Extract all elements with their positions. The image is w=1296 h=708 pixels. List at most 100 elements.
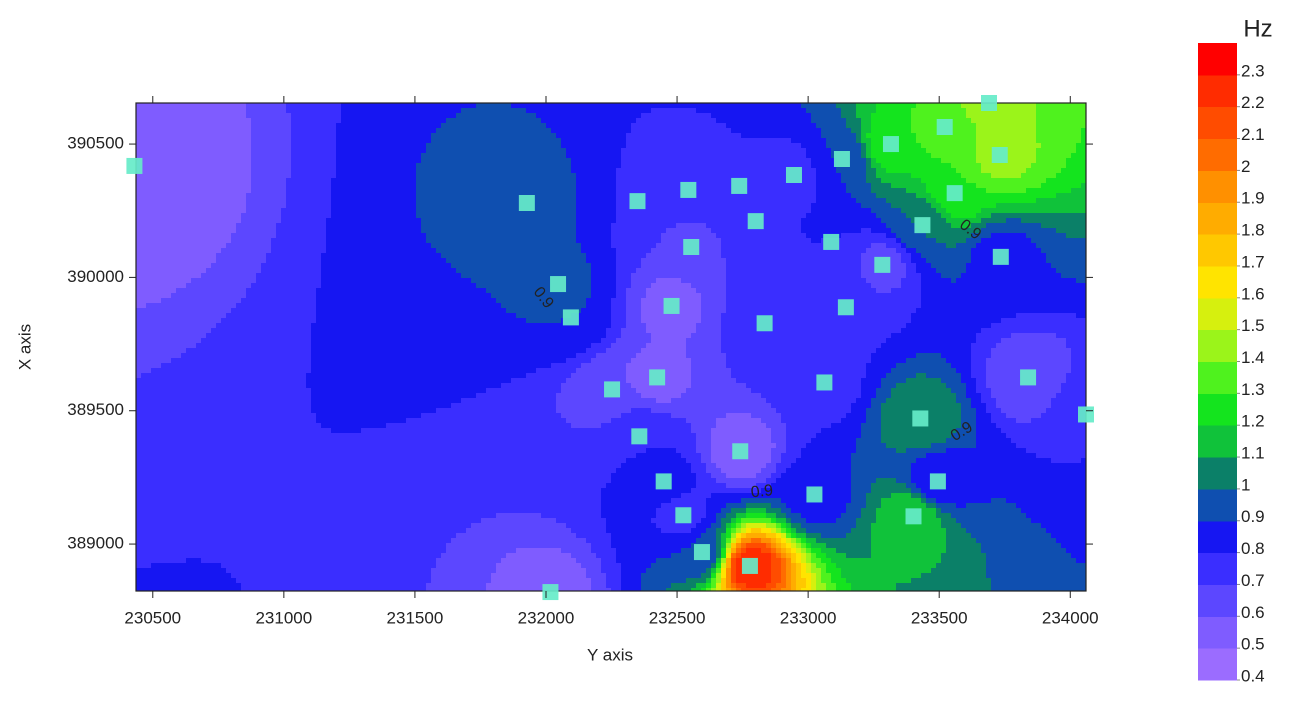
field-cell bbox=[536, 153, 542, 159]
field-cell bbox=[261, 163, 267, 169]
field-cell bbox=[601, 148, 607, 154]
field-cell bbox=[1046, 133, 1052, 139]
field-cell bbox=[146, 213, 152, 219]
field-cell bbox=[866, 133, 872, 139]
field-cell bbox=[1036, 138, 1042, 144]
field-cell bbox=[316, 103, 322, 109]
field-cell bbox=[336, 188, 342, 194]
field-cell bbox=[876, 138, 882, 144]
field-cell bbox=[816, 103, 822, 109]
field-cell bbox=[251, 113, 257, 119]
field-cell bbox=[171, 213, 177, 219]
field-cell bbox=[271, 133, 277, 139]
field-cell bbox=[816, 123, 822, 129]
field-cell bbox=[211, 143, 217, 149]
field-cell bbox=[616, 163, 622, 169]
field-cell bbox=[391, 133, 397, 139]
field-cell bbox=[976, 123, 982, 129]
field-cell bbox=[226, 223, 232, 229]
field-cell bbox=[381, 223, 387, 229]
field-cell bbox=[631, 188, 637, 194]
field-cell bbox=[1016, 168, 1022, 174]
field-cell bbox=[866, 153, 872, 159]
field-cell bbox=[401, 153, 407, 159]
field-cell bbox=[296, 148, 302, 154]
field-cell bbox=[776, 188, 782, 194]
field-cell bbox=[141, 148, 147, 154]
field-cell bbox=[196, 163, 202, 169]
field-cell bbox=[516, 123, 522, 129]
field-cell bbox=[986, 218, 992, 224]
field-cell bbox=[916, 193, 922, 199]
field-cell bbox=[221, 143, 227, 149]
field-cell bbox=[1076, 223, 1082, 229]
field-cell bbox=[736, 218, 742, 224]
field-cell bbox=[1041, 128, 1047, 134]
field-cell bbox=[241, 228, 247, 234]
field-cell bbox=[656, 123, 662, 129]
field-cell bbox=[281, 158, 287, 164]
field-cell bbox=[631, 128, 637, 134]
field-cell bbox=[336, 143, 342, 149]
field-cell bbox=[176, 118, 182, 124]
field-cell bbox=[611, 193, 617, 199]
field-cell bbox=[976, 118, 982, 124]
field-cell bbox=[876, 198, 882, 204]
field-cell bbox=[311, 113, 317, 119]
field-cell bbox=[571, 138, 577, 144]
field-cell bbox=[326, 218, 332, 224]
field-cell bbox=[391, 173, 397, 179]
field-cell bbox=[351, 153, 357, 159]
field-cell bbox=[321, 123, 327, 129]
field-cell bbox=[676, 203, 682, 209]
field-cell bbox=[976, 228, 982, 234]
field-cell bbox=[231, 188, 237, 194]
field-cell bbox=[971, 148, 977, 154]
field-cell bbox=[1066, 138, 1072, 144]
field-cell bbox=[1066, 113, 1072, 119]
field-cell bbox=[796, 108, 802, 114]
field-cell bbox=[961, 223, 967, 229]
field-cell bbox=[256, 128, 262, 134]
field-cell bbox=[821, 178, 827, 184]
field-cell bbox=[326, 183, 332, 189]
field-cell bbox=[716, 108, 722, 114]
field-cell bbox=[371, 148, 377, 154]
field-cell bbox=[406, 138, 412, 144]
field-cell bbox=[246, 123, 252, 129]
field-cell bbox=[701, 188, 707, 194]
field-cell bbox=[176, 223, 182, 229]
field-cell bbox=[766, 223, 772, 229]
field-cell bbox=[1071, 103, 1077, 109]
field-cell bbox=[166, 208, 172, 214]
field-cell bbox=[831, 148, 837, 154]
field-cell bbox=[701, 173, 707, 179]
field-cell bbox=[351, 218, 357, 224]
field-cell bbox=[886, 123, 892, 129]
field-cell bbox=[611, 118, 617, 124]
field-cell bbox=[616, 123, 622, 129]
field-cell bbox=[1016, 208, 1022, 214]
field-cell bbox=[911, 103, 917, 109]
field-cell bbox=[441, 138, 447, 144]
field-cell bbox=[1041, 188, 1047, 194]
field-cell bbox=[706, 198, 712, 204]
field-cell bbox=[811, 188, 817, 194]
field-cell bbox=[346, 198, 352, 204]
field-cell bbox=[946, 103, 952, 109]
field-cell bbox=[941, 183, 947, 189]
field-cell bbox=[896, 178, 902, 184]
field-cell bbox=[1066, 208, 1072, 214]
field-cell bbox=[676, 228, 682, 234]
field-cell bbox=[281, 233, 287, 239]
field-cell bbox=[476, 103, 482, 109]
field-cell bbox=[781, 203, 787, 209]
field-cell bbox=[676, 183, 682, 189]
field-cell bbox=[271, 108, 277, 114]
field-cell bbox=[166, 113, 172, 119]
field-cell bbox=[446, 223, 452, 229]
field-cell bbox=[666, 203, 672, 209]
field-cell bbox=[396, 113, 402, 119]
field-cell bbox=[856, 163, 862, 169]
field-cell bbox=[656, 148, 662, 154]
